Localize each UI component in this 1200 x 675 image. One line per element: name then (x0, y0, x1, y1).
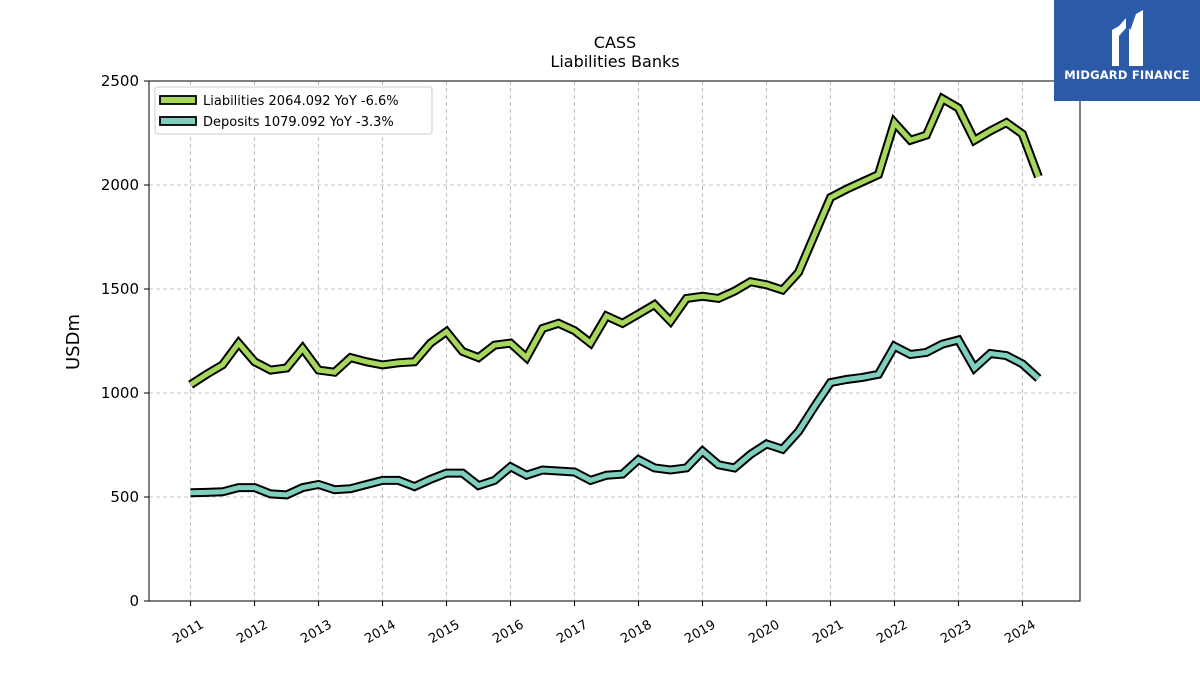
logo-mark-icon (1112, 10, 1143, 66)
legend-box (154, 86, 433, 135)
x-tick-label: 2021 (810, 617, 846, 647)
x-tick-label: 2018 (618, 617, 654, 647)
series-deposits (190, 334, 1042, 500)
x-tick-label: 2020 (746, 617, 782, 647)
legend-swatch (159, 95, 197, 105)
legend-swatch (159, 116, 197, 126)
y-tick-label: 0 (129, 592, 139, 610)
plot-frame (148, 80, 1081, 602)
axes: 0 500 1000 1500 2000 2500 2011 2012 2013 2014 2015… (101, 72, 1039, 647)
x-tick-label: 2013 (298, 617, 334, 647)
series-line (189, 95, 1041, 387)
legend-entry: Liabilities 2064.092 YoY -6.6% (203, 94, 399, 109)
x-tick-label: 2024 (1002, 617, 1038, 647)
x-tick-label: 2023 (938, 617, 974, 647)
x-tick-label: 2017 (554, 617, 590, 647)
x-tick-label: 2019 (682, 617, 718, 647)
chart-subtitle: Liabilities Banks (550, 52, 679, 71)
y-tick-label: 1000 (101, 384, 139, 402)
x-tick-label: 2014 (362, 617, 398, 647)
y-tick-label: 500 (110, 488, 139, 506)
x-tick-label: 2016 (490, 617, 526, 647)
x-tick-label: 2022 (874, 617, 910, 647)
x-tick-label: 2015 (426, 617, 462, 647)
logo-text: MIDGARD FINANCE (1064, 68, 1190, 82)
y-tick-label: 2500 (101, 72, 139, 90)
series-line (190, 337, 1041, 498)
chart-title: CASS (594, 33, 636, 52)
legend: Liabilities 2064.092 YoY -6.6% Deposits 1… (154, 86, 433, 135)
series-lines (188, 92, 1043, 500)
y-tick-label: 2000 (101, 176, 139, 194)
y-axis-label: USDm (63, 314, 84, 370)
series-liabilities (188, 92, 1043, 389)
x-tick-label: 2012 (234, 617, 270, 647)
y-tick-label: 1500 (101, 280, 139, 298)
x-tick-label: 2011 (170, 617, 206, 647)
midgard-finance-logo: MIDGARD FINANCE (1054, 0, 1200, 101)
legend-entry: Deposits 1079.092 YoY -3.3% (203, 115, 394, 130)
